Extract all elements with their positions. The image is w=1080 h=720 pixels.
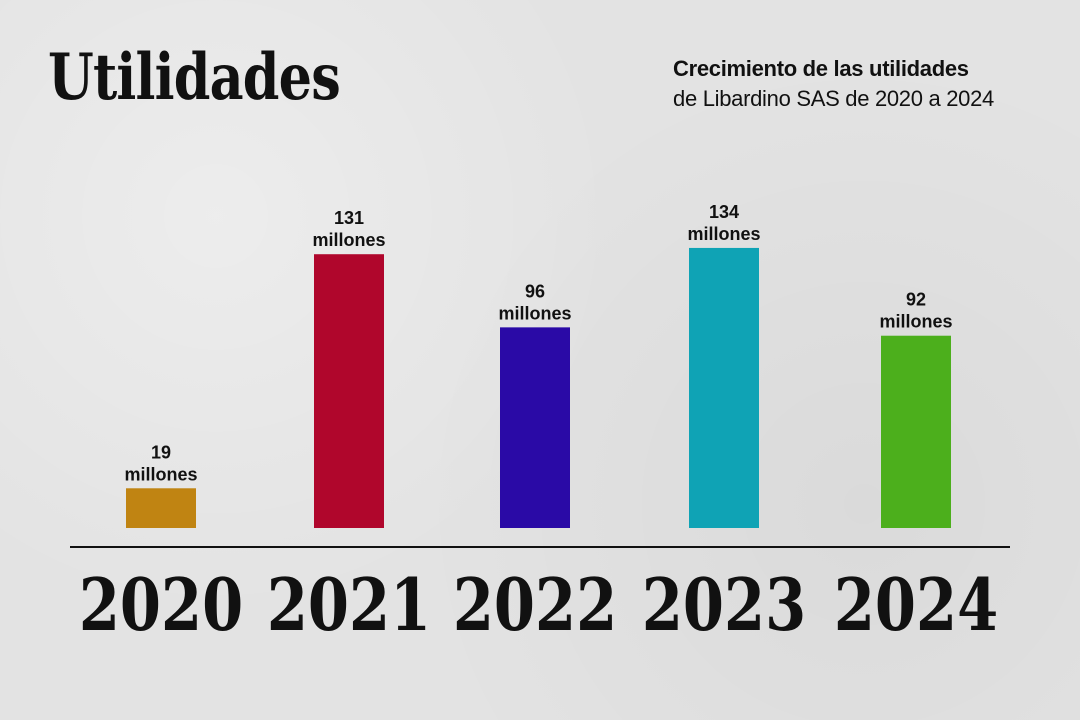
subtitle-line-2: de Libardino SAS de 2020 a 2024 [673, 86, 994, 111]
bar-2022 [500, 327, 570, 528]
chart-title: Utilidades [48, 40, 341, 115]
chart-subtitle: Crecimiento de las utilidades de Libardi… [673, 56, 994, 112]
data-label-2022: 96 millones [498, 281, 571, 323]
x-tick-2023: 2023 [642, 562, 806, 647]
bar-2021 [314, 254, 384, 528]
data-label-2023: 134 millones [687, 202, 760, 244]
x-tick-2022: 2022 [453, 562, 617, 647]
data-label-2020: 19 millones [124, 442, 197, 484]
x-tick-2024: 2024 [834, 562, 998, 647]
x-tick-2021: 2021 [267, 562, 431, 647]
data-label-2024: 92 millones [879, 290, 952, 332]
bar-2023 [689, 247, 759, 528]
bar-2020 [126, 488, 196, 528]
data-label-2021: 131 millones [312, 208, 385, 250]
bar-2024 [881, 335, 951, 528]
x-tick-2020: 2020 [79, 562, 243, 647]
subtitle-line-1: Crecimiento de las utilidades [673, 56, 969, 81]
